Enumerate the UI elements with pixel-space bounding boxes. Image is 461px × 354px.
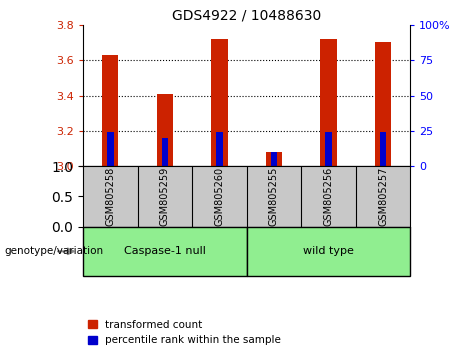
Text: GSM805257: GSM805257 xyxy=(378,167,388,226)
Bar xyxy=(266,152,282,166)
Text: Caspase-1 null: Caspase-1 null xyxy=(124,246,206,256)
Bar xyxy=(320,39,337,166)
Bar xyxy=(271,152,277,166)
Bar xyxy=(325,132,332,166)
Bar xyxy=(216,132,223,166)
Text: wild type: wild type xyxy=(303,246,354,256)
Bar xyxy=(107,132,113,166)
Bar xyxy=(161,138,168,166)
Text: GSM805258: GSM805258 xyxy=(105,167,115,226)
Bar xyxy=(380,132,386,166)
Bar xyxy=(157,94,173,166)
Text: GSM805255: GSM805255 xyxy=(269,167,279,226)
FancyBboxPatch shape xyxy=(83,227,247,276)
Bar xyxy=(211,39,228,166)
Title: GDS4922 / 10488630: GDS4922 / 10488630 xyxy=(172,8,321,22)
Legend: transformed count, percentile rank within the sample: transformed count, percentile rank withi… xyxy=(88,320,281,345)
Text: GSM805260: GSM805260 xyxy=(214,167,225,226)
FancyBboxPatch shape xyxy=(247,227,410,276)
Bar xyxy=(102,55,118,166)
Text: GSM805256: GSM805256 xyxy=(324,167,333,226)
Text: GSM805259: GSM805259 xyxy=(160,167,170,226)
Text: genotype/variation: genotype/variation xyxy=(5,246,104,256)
Bar xyxy=(375,42,391,166)
